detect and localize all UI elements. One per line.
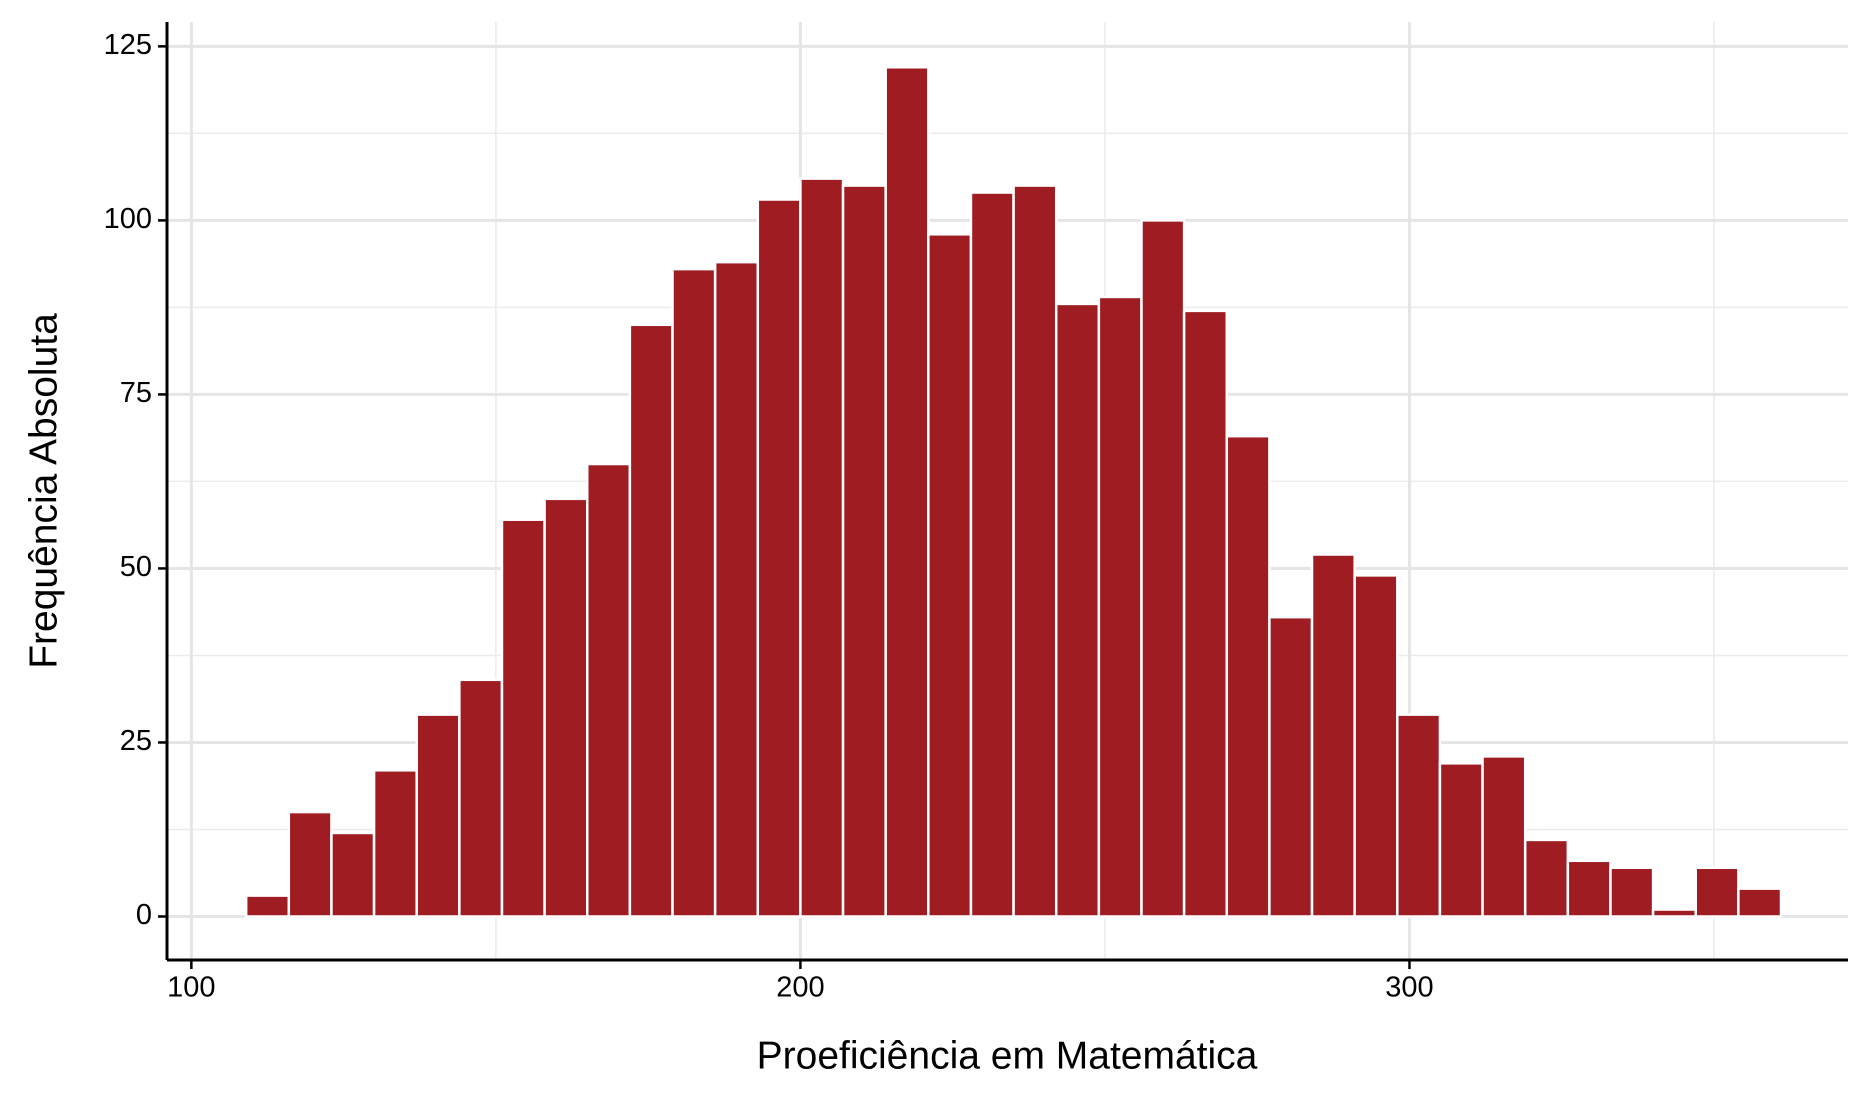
bar: [287, 810, 333, 918]
y-tick-label: 100: [104, 203, 152, 235]
bar: [1054, 302, 1101, 918]
bar: [671, 267, 717, 918]
bar: [1182, 309, 1229, 918]
bar: [713, 260, 760, 918]
bar: [1268, 615, 1314, 918]
bar: [415, 713, 461, 918]
bar: [1396, 713, 1442, 918]
bar: [1225, 434, 1271, 918]
bar: [969, 191, 1015, 918]
bar: [756, 198, 802, 918]
bar: [1651, 908, 1697, 918]
bar: [1694, 866, 1740, 918]
bar: [628, 323, 674, 918]
bar: [927, 233, 973, 918]
bar: [543, 497, 589, 918]
bar: [1012, 184, 1058, 918]
bar: [1566, 859, 1612, 918]
bar: [586, 462, 632, 918]
y-tick-label: 25: [120, 725, 152, 757]
bar: [1737, 887, 1783, 918]
x-tick-label: 300: [1385, 972, 1433, 1004]
bar: [841, 184, 887, 918]
x-tick-label: 200: [776, 972, 824, 1004]
x-tick-label: 100: [167, 972, 215, 1004]
x-axis-title: Proeficiência em Matemática: [757, 1034, 1258, 1077]
bar: [884, 65, 930, 918]
y-tick-label: 0: [136, 899, 152, 931]
bar: [1097, 295, 1143, 918]
y-tick-label: 75: [120, 377, 152, 409]
bar: [244, 894, 291, 918]
bar: [500, 518, 546, 918]
bar: [799, 177, 845, 918]
bar: [1140, 219, 1186, 918]
bar: [1310, 553, 1356, 918]
y-tick-label: 125: [104, 29, 152, 61]
bar: [1353, 574, 1399, 918]
bar: [1609, 866, 1655, 918]
bar: [458, 678, 504, 918]
bar: [330, 831, 376, 918]
bar: [372, 769, 418, 918]
y-axis-title: Frequência Absoluta: [22, 313, 65, 669]
bar: [1438, 762, 1484, 918]
y-tick-label: 50: [120, 551, 152, 583]
bar: [1481, 755, 1527, 918]
bar: [1523, 838, 1570, 918]
